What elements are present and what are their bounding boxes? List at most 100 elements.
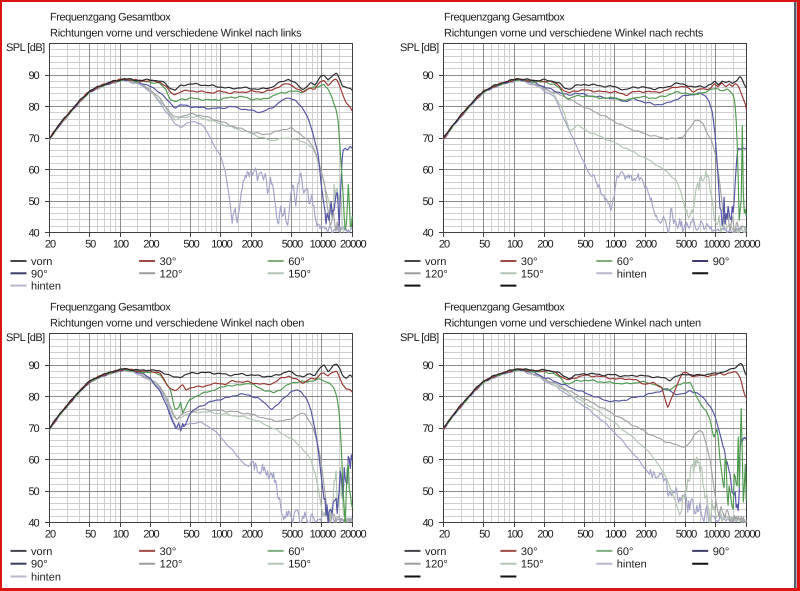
svg-text:60°: 60°	[288, 256, 305, 268]
svg-text:500: 500	[183, 239, 199, 251]
svg-text:Richtungen vorne und verschied: Richtungen vorne und verschiedene Winkel…	[50, 318, 304, 330]
svg-text:80: 80	[28, 391, 39, 403]
svg-text:80: 80	[28, 101, 39, 113]
svg-text:150°: 150°	[521, 559, 544, 571]
svg-text:1000: 1000	[605, 239, 626, 251]
svg-text:50: 50	[28, 486, 39, 498]
svg-text:90: 90	[28, 360, 39, 372]
svg-text:hinten: hinten	[617, 268, 647, 280]
svg-text:40: 40	[422, 517, 433, 529]
svg-text:50: 50	[422, 196, 433, 208]
svg-text:100: 100	[113, 529, 129, 541]
svg-text:30°: 30°	[521, 546, 538, 558]
svg-text:Richtungen vorne und verschied: Richtungen vorne und verschiedene Winkel…	[444, 318, 701, 330]
svg-text:90°: 90°	[713, 546, 730, 558]
svg-text:200: 200	[537, 529, 553, 541]
svg-text:80: 80	[422, 391, 433, 403]
svg-text:1000: 1000	[605, 529, 626, 541]
svg-text:2000: 2000	[636, 239, 657, 251]
svg-text:50: 50	[479, 239, 490, 251]
svg-text:1000: 1000	[211, 239, 232, 251]
svg-text:120°: 120°	[425, 559, 448, 571]
svg-text:50: 50	[28, 196, 39, 208]
svg-text:50: 50	[479, 529, 490, 541]
svg-text:Frequenzgang Gesamtbox: Frequenzgang Gesamtbox	[444, 12, 565, 24]
svg-text:hinten: hinten	[31, 572, 61, 584]
svg-text:60°: 60°	[617, 546, 634, 558]
svg-text:60: 60	[422, 164, 433, 176]
svg-text:10000: 10000	[310, 529, 336, 541]
svg-text:150°: 150°	[288, 559, 311, 571]
svg-text:20: 20	[45, 239, 56, 251]
svg-text:10000: 10000	[310, 239, 336, 251]
svg-text:2000: 2000	[636, 529, 657, 541]
svg-text:20: 20	[439, 239, 450, 251]
svg-text:vorn: vorn	[31, 256, 52, 268]
svg-text:200: 200	[143, 239, 159, 251]
svg-text:500: 500	[183, 529, 199, 541]
svg-text:60°: 60°	[617, 256, 634, 268]
svg-text:5000: 5000	[282, 529, 303, 541]
svg-text:1000: 1000	[211, 529, 232, 541]
svg-text:20000: 20000	[734, 239, 760, 251]
svg-text:Frequenzgang Gesamtbox: Frequenzgang Gesamtbox	[444, 302, 565, 314]
svg-text:60: 60	[28, 454, 39, 466]
svg-text:vorn: vorn	[425, 546, 446, 558]
svg-text:200: 200	[143, 529, 159, 541]
svg-text:30°: 30°	[160, 256, 177, 268]
svg-text:70: 70	[422, 133, 433, 145]
svg-text:70: 70	[28, 133, 39, 145]
svg-text:90: 90	[422, 360, 433, 372]
svg-text:20000: 20000	[734, 529, 760, 541]
svg-text:10000: 10000	[704, 239, 730, 251]
svg-text:100: 100	[507, 529, 523, 541]
svg-text:90: 90	[422, 70, 433, 82]
svg-text:vorn: vorn	[31, 546, 52, 558]
svg-text:150°: 150°	[521, 268, 544, 280]
svg-text:40: 40	[422, 227, 433, 239]
svg-text:50: 50	[85, 239, 96, 251]
svg-text:50: 50	[85, 529, 96, 541]
svg-text:90°: 90°	[31, 268, 48, 280]
svg-text:80: 80	[422, 101, 433, 113]
svg-text:70: 70	[422, 423, 433, 435]
svg-text:5000: 5000	[676, 239, 697, 251]
svg-text:20000: 20000	[340, 239, 366, 251]
svg-text:Richtungen vorne und verschied: Richtungen vorne und verschiedene Winkel…	[444, 28, 704, 40]
svg-text:100: 100	[507, 239, 523, 251]
svg-text:SPL [dB]: SPL [dB]	[6, 332, 45, 344]
svg-text:vorn: vorn	[425, 256, 446, 268]
svg-text:90°: 90°	[31, 559, 48, 571]
svg-text:2000: 2000	[242, 529, 263, 541]
svg-text:60: 60	[422, 454, 433, 466]
svg-text:SPL [dB]: SPL [dB]	[400, 332, 439, 344]
svg-text:150°: 150°	[288, 268, 311, 280]
svg-text:Richtungen vorne und verschied: Richtungen vorne und verschiedene Winkel…	[50, 28, 302, 40]
svg-text:60°: 60°	[288, 546, 305, 558]
svg-text:90: 90	[28, 70, 39, 82]
svg-text:10000: 10000	[704, 529, 730, 541]
svg-text:5000: 5000	[282, 239, 303, 251]
svg-text:20000: 20000	[340, 529, 366, 541]
svg-text:60: 60	[28, 164, 39, 176]
svg-text:500: 500	[577, 239, 593, 251]
svg-text:30°: 30°	[160, 546, 177, 558]
svg-text:200: 200	[537, 239, 553, 251]
svg-text:70: 70	[28, 423, 39, 435]
svg-text:hinten: hinten	[617, 559, 647, 571]
svg-text:40: 40	[28, 227, 39, 239]
svg-text:90°: 90°	[713, 256, 730, 268]
svg-text:120°: 120°	[160, 559, 183, 571]
svg-text:hinten: hinten	[31, 281, 61, 293]
svg-text:Frequenzgang Gesamtbox: Frequenzgang Gesamtbox	[50, 302, 171, 314]
svg-text:100: 100	[113, 239, 129, 251]
svg-text:30°: 30°	[521, 256, 538, 268]
svg-text:120°: 120°	[160, 268, 183, 280]
svg-text:120°: 120°	[425, 268, 448, 280]
svg-text:5000: 5000	[676, 529, 697, 541]
svg-text:SPL [dB]: SPL [dB]	[400, 42, 439, 54]
svg-text:20: 20	[45, 529, 56, 541]
svg-text:2000: 2000	[242, 239, 263, 251]
svg-text:50: 50	[422, 486, 433, 498]
svg-text:SPL [dB]: SPL [dB]	[6, 42, 45, 54]
